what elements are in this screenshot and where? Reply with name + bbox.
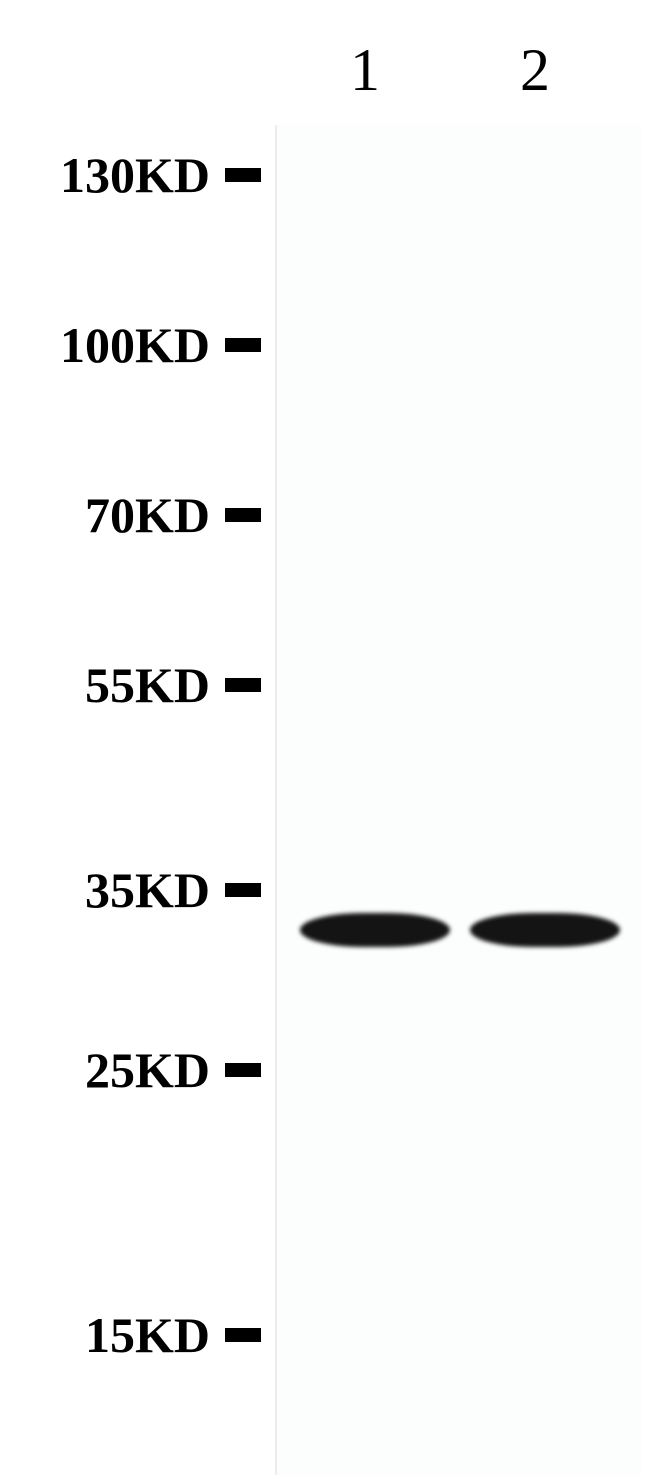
marker-label-35kd: 35KD: [0, 865, 210, 915]
marker-label-130kd: 130KD: [0, 150, 210, 200]
lane-header-1: 1: [350, 40, 380, 100]
band-lane-1: [300, 913, 450, 947]
marker-tick-55kd: [225, 678, 261, 692]
marker-label-55kd: 55KD: [0, 660, 210, 710]
marker-tick-100kd: [225, 338, 261, 352]
marker-tick-25kd: [225, 1063, 261, 1077]
western-blot-figure: 1 2 130KD 100KD 70KD 55KD 35KD 25KD 15KD: [0, 0, 650, 1483]
blot-membrane-area: [275, 125, 642, 1475]
marker-label-25kd: 25KD: [0, 1045, 210, 1095]
band-lane-2: [470, 913, 620, 947]
marker-label-100kd: 100KD: [0, 320, 210, 370]
marker-tick-70kd: [225, 508, 261, 522]
marker-tick-35kd: [225, 883, 261, 897]
marker-label-70kd: 70KD: [0, 490, 210, 540]
lane-header-2: 2: [520, 40, 550, 100]
marker-tick-130kd: [225, 168, 261, 182]
marker-label-15kd: 15KD: [0, 1310, 210, 1360]
marker-tick-15kd: [225, 1328, 261, 1342]
